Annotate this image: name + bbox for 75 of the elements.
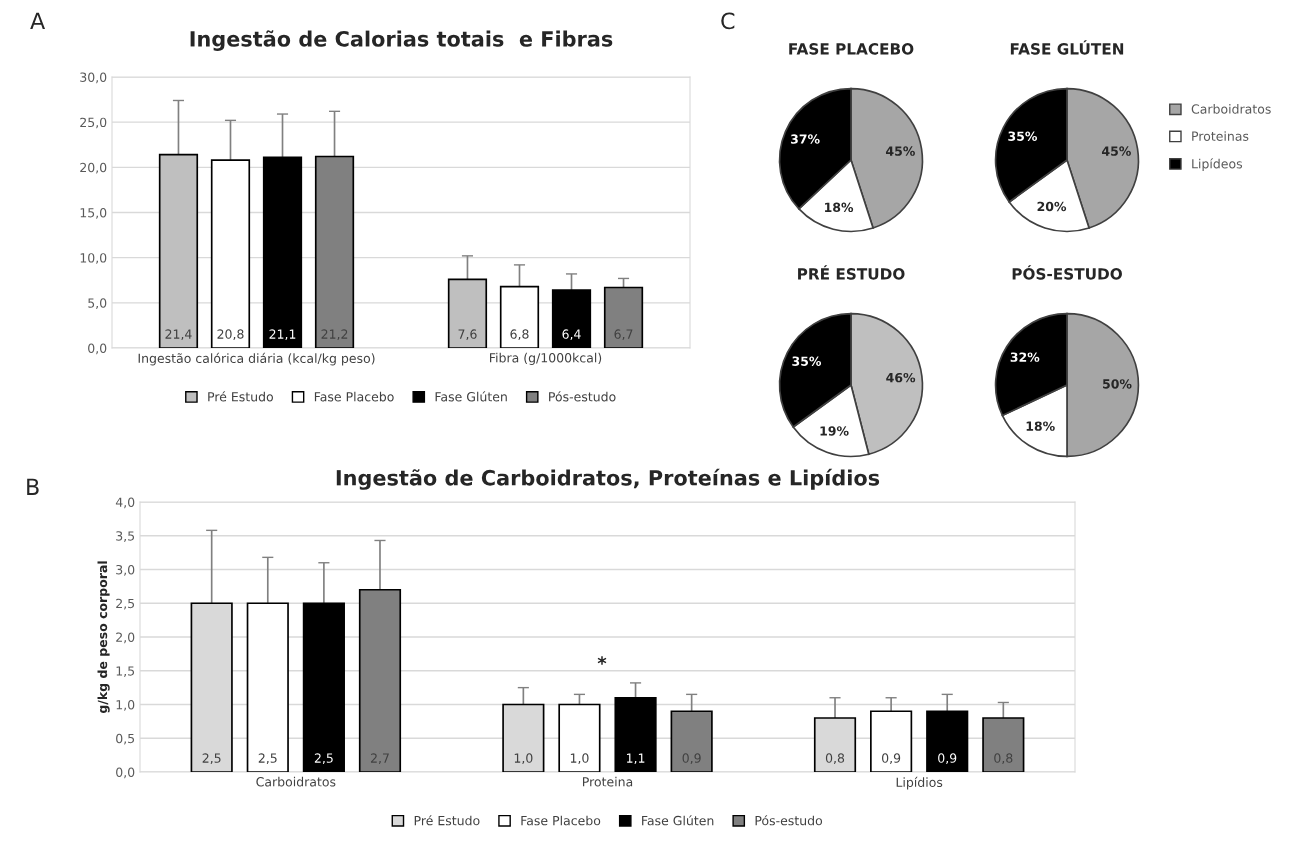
x-tick-label: Lipídios <box>896 776 943 790</box>
data-label: 0,8 <box>994 753 1013 765</box>
data-label: 6,4 <box>562 329 581 341</box>
chart-title: Ingestão de Carboidratos, Proteínas e Lipídios <box>336 468 880 490</box>
data-label: 0,9 <box>938 753 957 765</box>
y-tick-label: 5,0 <box>88 298 107 310</box>
y-tick-label: 0,5 <box>116 733 135 745</box>
text: A <box>30 12 46 29</box>
y-tick-label: 10,0 <box>80 253 107 264</box>
data-label: 2,7 <box>370 753 389 765</box>
y-tick-label: 2,5 <box>116 598 135 610</box>
legend-label: Fase Glúten <box>435 391 507 402</box>
x-tick-label: Fibra (g/1000kcal) <box>490 352 602 365</box>
y-tick-label: 30,0 <box>80 72 107 84</box>
x-tick-label: Ingestão calórica diária (kcal/kg peso) <box>138 352 375 366</box>
legend-label: Carboidratos <box>1191 104 1271 114</box>
y-tick-label: 3,0 <box>116 564 135 576</box>
y-tick-label: 1,0 <box>116 699 135 711</box>
y-tick-label: 4,0 <box>115 497 135 509</box>
data-label: 0,8 <box>825 753 845 765</box>
y-tick-label: 1,5 <box>116 666 135 677</box>
data-label: 0,9 <box>882 753 901 765</box>
data-label: 32% <box>1010 352 1040 362</box>
data-label: 21,2 <box>321 329 348 341</box>
data-label: 45% <box>1101 146 1131 156</box>
data-label: 1,1 <box>626 753 645 765</box>
legend-label: Fase Placebo <box>521 815 601 826</box>
x-tick-label: Carboidratos <box>256 776 336 787</box>
y-tick-label: 20,0 <box>80 162 107 174</box>
y-tick-label: 25,0 <box>80 117 107 129</box>
data-label: 6,7 <box>614 329 633 341</box>
data-label: 2,5 <box>258 753 277 765</box>
data-label: 21,4 <box>165 329 192 341</box>
data-label: 2,5 <box>202 753 221 765</box>
data-label: 1,0 <box>514 753 533 765</box>
data-label: 35% <box>1008 131 1038 141</box>
data-label: 18% <box>1026 421 1055 431</box>
data-label: 35% <box>792 356 822 366</box>
legend-label: Pós-estudo <box>755 815 823 826</box>
annotation: * <box>597 656 607 665</box>
y-axis-title: g/kg de peso corporal <box>97 561 110 714</box>
y-tick-label: 0,0 <box>88 343 107 355</box>
legend-label: Proteinas <box>1192 131 1249 141</box>
data-label: 45% <box>885 146 915 156</box>
data-label: 0,9 <box>682 753 701 765</box>
y-tick-label: 2,0 <box>116 632 135 644</box>
legend-label: Pós-estudo <box>549 391 616 402</box>
data-label: 37% <box>790 134 820 144</box>
chart-title: FASE GLÚTEN <box>1010 40 1124 55</box>
legend-label: Pré Estudo <box>208 391 273 402</box>
data-label: 19% <box>820 426 849 436</box>
data-label: 6,8 <box>510 329 529 341</box>
data-label: 20% <box>1037 201 1067 212</box>
data-label: 1,0 <box>570 753 589 765</box>
data-label: 21,1 <box>269 329 296 341</box>
legend-label: Fase Placebo <box>314 391 394 402</box>
text: B <box>27 478 39 495</box>
data-label: 50% <box>1103 379 1132 389</box>
data-label: 7,6 <box>458 329 477 341</box>
legend-label: Lipídeos <box>1192 158 1243 171</box>
chart-title: PÓS-ESTUDO <box>1012 265 1122 280</box>
x-tick-label: Proteina <box>582 776 633 787</box>
data-label: 18% <box>825 202 854 213</box>
legend-label: Pré Estudo <box>414 815 480 826</box>
legend-label: Fase Glúten <box>642 815 714 826</box>
data-label: 20,8 <box>217 329 244 341</box>
y-tick-label: 0,0 <box>116 767 135 779</box>
chart-title: Ingestão de Calorias totais e Fibras <box>190 30 613 51</box>
data-label: 2,5 <box>314 753 333 765</box>
chart-title: FASE PLACEBO <box>789 43 914 55</box>
y-tick-label: 3,5 <box>116 531 135 542</box>
chart-title: PRÉ ESTUDO <box>798 265 905 280</box>
text: C <box>721 12 735 30</box>
y-tick-label: 15,0 <box>80 207 107 219</box>
data-label: 46% <box>886 372 916 383</box>
